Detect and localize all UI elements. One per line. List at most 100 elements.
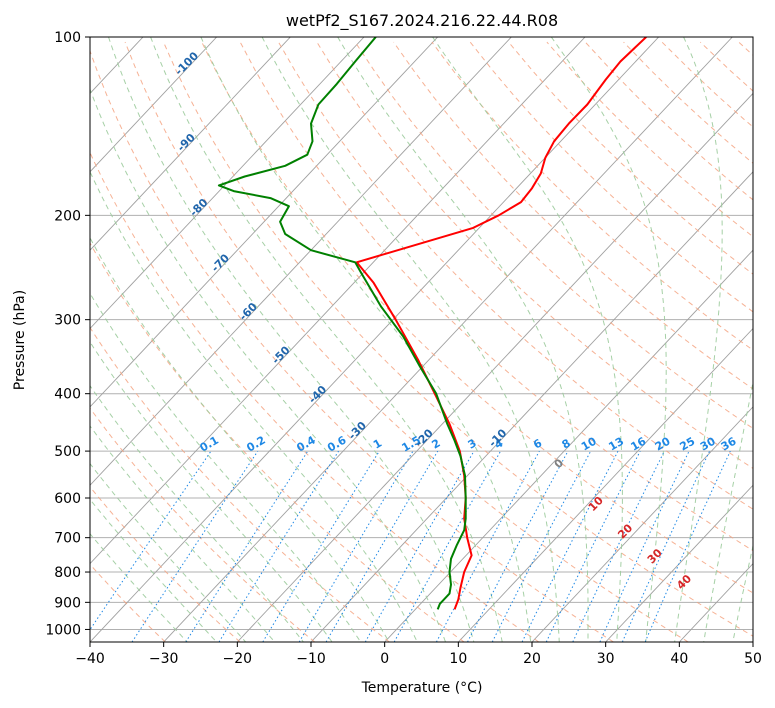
mixing-ratio-line [621, 450, 711, 642]
moist-adiabat-line [90, 236, 390, 642]
line-labels: 0.1 0.2 0.4 0.6 1 1.5 2 3 4 6 8 10 13 16 20 25 30 36-100-… [172, 49, 738, 592]
x-axis-title: Temperature (°C) [361, 680, 483, 696]
dry-adiabat-line [163, 41, 753, 637]
temperature-line [355, 37, 647, 610]
isotherm-line [0, 37, 69, 642]
y-tick-label: 900 [54, 595, 81, 611]
dry-adiabat-line [431, 41, 753, 351]
dry-adiabat-label: -30 [346, 419, 369, 442]
y-tick-label: 800 [54, 565, 81, 581]
isotherm-line [90, 37, 586, 565]
y-tick-label: 100 [54, 30, 81, 46]
moist-adiabat-line [90, 170, 418, 642]
moist-adiabat-line [90, 341, 333, 642]
y-tick-label: 200 [54, 208, 81, 224]
dry-adiabat-line [90, 242, 465, 642]
mixing-ratio-line [131, 450, 259, 642]
moist-adiabat-line [90, 87, 447, 642]
moist-adiabat-line [90, 462, 247, 642]
dry-adiabat-line [661, 41, 753, 128]
moist-adiabat-line [732, 543, 753, 642]
moist-adiabat-label: 40 [674, 572, 694, 592]
mixing-ratio-line [545, 450, 641, 642]
mixing-ratio-line [262, 450, 380, 642]
isotherm-line [90, 37, 512, 486]
x-tick-label: 0 [380, 651, 389, 667]
dry-adiabat-label: -10 [486, 426, 509, 449]
dry-adiabat-label: -50 [269, 343, 292, 366]
y-tick-label: 600 [54, 491, 81, 507]
x-tick-label: 20 [523, 651, 541, 667]
dry-adiabat-line [354, 41, 753, 429]
isotherm-line [310, 171, 753, 642]
dry-adiabat-line [90, 151, 540, 642]
dry-adiabat-label: -90 [175, 131, 198, 154]
y-tick-label: 700 [54, 531, 81, 547]
moist-adiabat-line [90, 384, 304, 642]
background-lines [0, 37, 753, 642]
moist-adiabat-label: 30 [645, 546, 665, 566]
dry-adiabat-line [584, 41, 753, 201]
x-tick-label: 30 [597, 651, 615, 667]
isotherm-line [90, 37, 660, 642]
mixing-ratio-line [364, 450, 475, 642]
isotherm-line [90, 37, 365, 330]
isotherm-line [384, 249, 753, 642]
moist-adiabat-line [200, 37, 532, 642]
moist-adiabat-line [90, 292, 362, 642]
x-tick-label: −20 [223, 651, 253, 667]
moist-adiabat-line [150, 37, 503, 642]
isotherm-line [90, 37, 291, 251]
y-tick-label: 500 [54, 444, 81, 460]
moist-adiabat-line [90, 498, 217, 642]
isotherm-line [679, 562, 753, 642]
moist-adiabat-line [432, 37, 623, 642]
x-tick-label: −30 [149, 651, 179, 667]
moist-adiabat-line [108, 37, 475, 642]
mixing-ratio-line [393, 450, 502, 642]
dry-adiabat-line [316, 41, 753, 469]
x-tick-label: −40 [75, 651, 105, 667]
mixing-ratio-line [491, 450, 592, 642]
mixing-ratio-line [644, 450, 731, 642]
mixing-ratio-line [599, 450, 690, 642]
moist-adiabat-label: 20 [615, 521, 635, 541]
dry-adiabat-line [623, 41, 753, 164]
profile-lines [217, 37, 647, 610]
y-tick-label: 1000 [45, 622, 81, 638]
y-axis-title: Pressure (hPa) [12, 290, 28, 390]
dry-adiabat-line [738, 41, 753, 56]
mixing-ratio-line [521, 450, 619, 642]
dry-adiabat-line [699, 41, 753, 92]
plot-frame [89, 36, 754, 643]
moist-adiabat-line [550, 37, 667, 642]
x-tick-label: 40 [670, 651, 688, 667]
chart-title: wetPf2_S167.2024.216.22.44.R08 [286, 11, 558, 31]
x-tick-label: −10 [296, 651, 326, 667]
isotherm-line [90, 37, 439, 408]
dry-adiabat-line [124, 41, 689, 642]
x-tick-label: 50 [744, 651, 762, 667]
axis-ticks: −40 −30 −20 −10 0 10 20 30 40 5010020030040050060… [45, 30, 762, 667]
isotherm-line [163, 37, 733, 642]
mixing-ratio-line [185, 450, 309, 642]
y-tick-label: 300 [54, 313, 81, 329]
mixing-ratio-line [90, 450, 212, 631]
mixing-ratio-label: 1 [371, 437, 384, 452]
dry-adiabat-label: -40 [306, 383, 329, 406]
isotherm-line [237, 92, 753, 642]
isotherm-line [605, 484, 753, 642]
dry-adiabat-line [278, 41, 753, 510]
isotherm-line [752, 641, 753, 642]
moist-adiabat-line [703, 379, 753, 642]
dry-adiabat-label: -70 [209, 251, 232, 274]
mixing-ratio-line [435, 450, 540, 642]
moist-adiabat-line [337, 37, 589, 642]
dry-adiabat-line [90, 326, 390, 642]
mixing-ratio-line [467, 450, 569, 642]
dry-adiabat-line [393, 41, 753, 390]
moist-adiabat-line [90, 533, 188, 642]
dewpoint-line [217, 37, 467, 610]
dry-adiabat-line [239, 41, 753, 552]
mixing-ratio-line [218, 450, 340, 642]
